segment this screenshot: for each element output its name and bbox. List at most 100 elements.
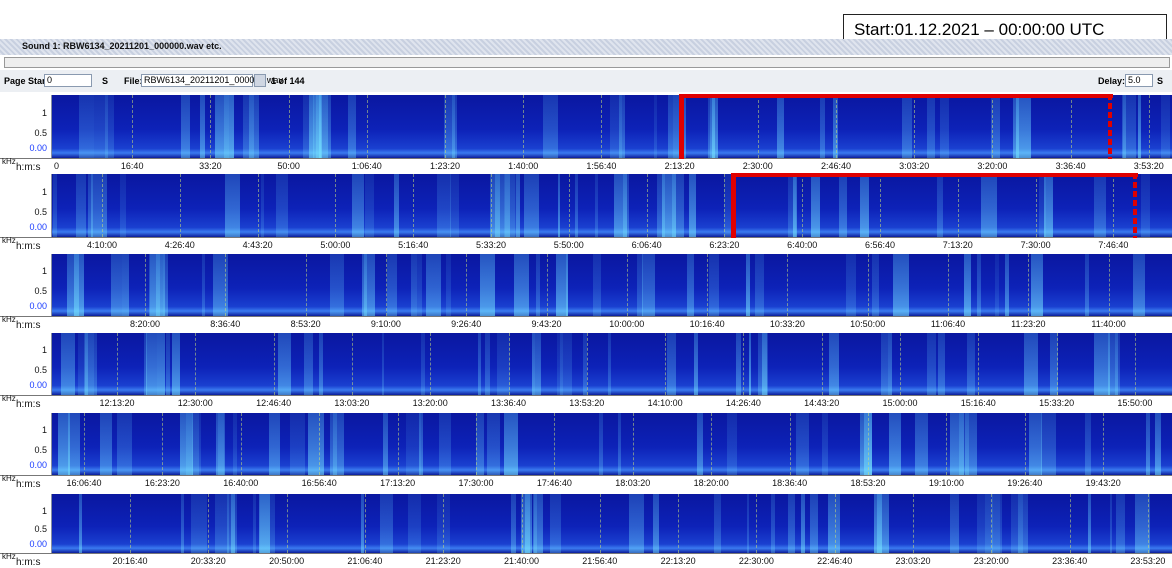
spectrogram-streak xyxy=(450,174,460,237)
spectrogram-streak xyxy=(1044,174,1053,237)
grid-line xyxy=(240,413,242,475)
x-tick-label: 6:06:40 xyxy=(631,240,662,250)
y-tick-label: 0.5 xyxy=(34,127,47,138)
spectrogram-streak xyxy=(915,413,929,475)
spectrogram-streak xyxy=(788,174,796,237)
spectrogram-streak xyxy=(383,413,388,475)
spectrogram-streak xyxy=(329,254,345,316)
spectrogram-streak xyxy=(652,494,659,553)
spectrogram-streak xyxy=(888,413,902,475)
dropdown[interactable] xyxy=(254,74,266,87)
spectrogram-streak xyxy=(1108,333,1118,395)
x-tick-label: 18:36:40 xyxy=(772,478,808,488)
spectrogram-streak xyxy=(696,413,704,475)
spectrogram-streak xyxy=(642,254,655,316)
spectrogram-streak xyxy=(1122,95,1127,158)
spectrogram-streak xyxy=(536,254,540,316)
spectrogram-streak xyxy=(269,413,281,475)
scrollbar[interactable] xyxy=(4,57,1170,68)
spectrogram-streak xyxy=(937,333,946,395)
highlight-box xyxy=(679,94,684,159)
x-tick-label: 15:16:40 xyxy=(960,398,996,408)
spectrogram-streak xyxy=(746,494,749,553)
spectrogram-streak xyxy=(504,413,518,475)
grid-line xyxy=(210,95,212,158)
time-axis: kHz h:m:s 8:20:00 8:36:40 8:53:20 9:10:00 9:26… xyxy=(0,315,1172,331)
spectrogram-streak xyxy=(156,254,168,316)
x-tick-label: 3:53:20 xyxy=(1133,161,1164,171)
spectrogram-streak xyxy=(617,413,622,475)
spectrogram-streak xyxy=(687,254,694,316)
x-tick-label: 20:50:00 xyxy=(269,556,305,566)
spectrogram-streak xyxy=(490,174,501,237)
grid-line xyxy=(756,494,758,553)
spectrogram-streak xyxy=(212,254,228,316)
axis-unit: h:m:s xyxy=(16,320,41,331)
x-tick-label: 12:46:40 xyxy=(256,398,292,408)
x-tick-label: 23:20:00 xyxy=(973,556,1009,566)
grid-line xyxy=(867,254,869,316)
spectrogram-streak xyxy=(776,95,785,158)
x-tick-label: 10:00:00 xyxy=(609,319,645,329)
spectrogram-streak xyxy=(79,95,94,158)
frequency-axis: 1 0.5 0.00 xyxy=(0,174,52,237)
grid-line xyxy=(286,494,288,553)
grid-line xyxy=(413,174,415,237)
frequency-axis: 1 0.5 0.00 xyxy=(0,95,52,158)
x-tick-label: 10:16:40 xyxy=(689,319,725,329)
spectrogram-streak xyxy=(394,174,400,237)
spectrogram-streak xyxy=(218,413,224,475)
grid-line xyxy=(626,254,628,316)
spectrogram-streak xyxy=(1094,333,1110,395)
spectrogram-streak xyxy=(533,494,544,553)
spectrogram-streak xyxy=(693,333,698,395)
x-tick-label: 6:23:20 xyxy=(709,240,740,250)
x-tick-label: 19:43:20 xyxy=(1085,478,1121,488)
spectrogram-streak xyxy=(202,254,206,316)
x-tick-label: 14:26:40 xyxy=(725,398,761,408)
grid-line xyxy=(757,95,759,158)
spectrogram-streak xyxy=(122,254,129,316)
spectrogram-streak xyxy=(446,254,452,316)
x-tick-label: 16:06:40 xyxy=(66,478,102,488)
grid-line xyxy=(724,174,726,237)
spectrogram-streak xyxy=(1028,413,1042,475)
axis-unit: kHz xyxy=(2,394,16,403)
spectrogram-streak xyxy=(1038,174,1046,237)
x-tick-label: 21:40:00 xyxy=(503,556,540,566)
spectrogram-streak xyxy=(592,254,602,316)
axis-unit: kHz xyxy=(2,315,16,324)
grid-line xyxy=(1113,174,1115,237)
grid-line xyxy=(868,413,869,475)
grid-line xyxy=(913,494,914,553)
grid-line xyxy=(1069,494,1071,553)
spectrogram-streak xyxy=(1093,174,1107,237)
x-tick-label: 5:16:40 xyxy=(398,240,429,250)
delay-input[interactable]: 5.0 xyxy=(1125,74,1153,87)
y-tick-label: 1 xyxy=(41,107,47,118)
spectrogram-streak xyxy=(873,494,883,553)
spectrogram-streak xyxy=(1138,95,1141,158)
spectrogram-streak xyxy=(215,95,229,158)
spectrogram-streak xyxy=(821,413,829,475)
spectrogram-streak xyxy=(977,254,981,316)
x-tick-label: 1:23:20 xyxy=(429,161,461,171)
x-tick-label: 1:40:00 xyxy=(508,161,539,171)
x-tick-label: 18:20:00 xyxy=(693,478,729,488)
spectrogram-streak xyxy=(964,254,972,316)
page-start-input[interactable]: 0 xyxy=(44,74,92,87)
highlight-box xyxy=(1133,173,1137,238)
spectrogram-streak xyxy=(84,333,89,395)
x-tick-label: 13:53:20 xyxy=(569,398,605,408)
x-tick-label: 22:46:40 xyxy=(817,556,853,566)
spectrogram-streak xyxy=(119,174,127,237)
spectrogram-streak xyxy=(143,333,147,395)
x-tick-label: 11:40:00 xyxy=(1091,319,1126,329)
file-select[interactable]: RBW6134_20211201_000000.wav xyxy=(141,74,283,87)
spectrogram-streak xyxy=(68,413,80,475)
spectrogram-streak xyxy=(1085,413,1091,475)
spectrogram-streak xyxy=(846,254,857,316)
x-tick-label: 19:26:40 xyxy=(1007,478,1043,488)
spectrogram-streak xyxy=(260,174,264,237)
x-tick-label: 21:56:40 xyxy=(582,556,618,566)
